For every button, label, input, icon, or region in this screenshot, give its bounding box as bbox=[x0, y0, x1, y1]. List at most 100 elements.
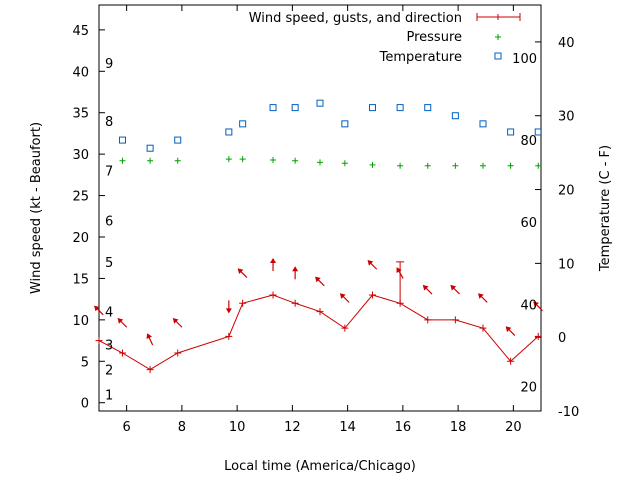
beaufort-label: 4 bbox=[105, 306, 113, 321]
wind-direction-arrow bbox=[505, 326, 516, 336]
wind-direction-arrow bbox=[396, 267, 404, 279]
pressure-point bbox=[535, 162, 542, 169]
legend-swatch-temperature bbox=[494, 52, 502, 60]
y-left-tick-label: 20 bbox=[72, 231, 89, 246]
fahrenheit-label: 80 bbox=[520, 134, 537, 149]
y-right-tick-label: 20 bbox=[558, 184, 575, 199]
wind-speed-point bbox=[368, 291, 376, 299]
y-left-tick-label: 0 bbox=[81, 397, 89, 412]
y-left-tick-label: 35 bbox=[72, 107, 89, 122]
fahrenheit-label: 40 bbox=[520, 299, 537, 314]
wind-speed-point bbox=[479, 324, 487, 332]
beaufort-label: 7 bbox=[105, 165, 113, 180]
temperature-point bbox=[239, 120, 247, 128]
x-tick-label: 8 bbox=[178, 420, 186, 435]
fahrenheit-label: 100 bbox=[512, 52, 537, 67]
y-right-tick-label: 40 bbox=[558, 36, 575, 51]
y-left-tick-label: 45 bbox=[72, 24, 89, 39]
wind-speed-point bbox=[534, 332, 542, 340]
y-left-tick-label: 10 bbox=[72, 314, 89, 329]
pressure-point bbox=[424, 162, 431, 169]
y-right-axis-label: Temperature (C - F) bbox=[598, 145, 613, 272]
x-tick-label: 6 bbox=[122, 420, 130, 435]
temperature-point bbox=[451, 112, 459, 120]
temperature-point bbox=[341, 120, 349, 128]
temperature-point bbox=[118, 136, 126, 144]
wind-speed-point bbox=[424, 316, 432, 324]
wind-direction-head bbox=[450, 284, 457, 291]
temperature-point bbox=[424, 104, 432, 112]
wind-direction-arrow bbox=[422, 284, 433, 295]
x-tick-label: 14 bbox=[339, 420, 356, 435]
temperature-point bbox=[174, 136, 182, 144]
wind-direction-arrow bbox=[315, 276, 325, 287]
wind-direction-arrow bbox=[292, 266, 299, 280]
wind-speed-point bbox=[341, 324, 349, 332]
temperature-point bbox=[269, 104, 277, 112]
wind-direction-arrow bbox=[339, 293, 350, 303]
beaufort-label: 6 bbox=[105, 214, 113, 229]
wind-direction-head bbox=[505, 326, 512, 332]
wind-direction-head bbox=[225, 308, 232, 314]
wind-direction-head bbox=[270, 258, 277, 263]
pressure-point bbox=[270, 156, 277, 163]
pressure-point bbox=[292, 157, 299, 164]
y-left-tick-label: 40 bbox=[72, 65, 89, 80]
y-right-tick-label: 10 bbox=[558, 257, 575, 272]
y-left-tick-label: 25 bbox=[72, 190, 89, 205]
wind-speed-point bbox=[146, 366, 154, 374]
wind-direction-arrow bbox=[367, 260, 378, 270]
legend-swatch-wind-point bbox=[495, 14, 501, 20]
beaufort-label: 8 bbox=[105, 115, 113, 130]
wind-direction-head bbox=[172, 318, 179, 324]
wind-speed-point bbox=[95, 337, 103, 345]
wind-speed-point bbox=[174, 349, 182, 357]
wind-speed-point bbox=[118, 349, 126, 357]
y-left-tick-label: 5 bbox=[81, 355, 89, 370]
plot-frame bbox=[98, 4, 542, 412]
y-left-tick-label: 30 bbox=[72, 148, 89, 163]
wind-direction-arrow bbox=[94, 305, 104, 316]
wind-direction-head bbox=[292, 266, 299, 272]
temperature-point bbox=[316, 99, 324, 107]
x-tick-label: 18 bbox=[450, 420, 467, 435]
x-axis-label: Local time (America/Chicago) bbox=[224, 459, 416, 474]
plot-area bbox=[98, 4, 542, 412]
pressure-point bbox=[119, 157, 126, 164]
wind-direction-head bbox=[146, 333, 152, 340]
y-left-axis-label: Wind speed (kt - Beaufort) bbox=[29, 122, 44, 294]
pressure-point bbox=[174, 157, 181, 164]
wind-direction-head bbox=[94, 305, 100, 312]
wind-direction-head bbox=[533, 301, 539, 308]
wind-speed-point bbox=[291, 299, 299, 307]
chart-labels: 6 8 10 12 14 16 18 20051015202530354045-1001020… bbox=[29, 24, 613, 474]
beaufort-label: 9 bbox=[105, 57, 113, 72]
x-tick-label: 12 bbox=[284, 420, 301, 435]
wind-speed-point bbox=[225, 332, 233, 340]
temperature-point bbox=[479, 120, 487, 128]
wind-direction-arrow bbox=[237, 268, 248, 278]
beaufort-label: 1 bbox=[105, 388, 113, 403]
wind-direction-arrow bbox=[450, 284, 461, 295]
x-tick-label: 10 bbox=[229, 420, 246, 435]
fahrenheit-label: 20 bbox=[520, 381, 537, 396]
wind-direction-head bbox=[396, 267, 402, 274]
wind-speed-line bbox=[98, 294, 539, 371]
wind-direction-arrow bbox=[225, 300, 232, 314]
wind-direction-head bbox=[478, 293, 484, 299]
pressure-point bbox=[341, 160, 348, 167]
temperature-point bbox=[396, 104, 404, 112]
wind-speed-point bbox=[451, 316, 459, 324]
legend-label-pressure: Pressure bbox=[406, 30, 462, 45]
chart-legend: Wind speed, gusts, and direction Pressure… bbox=[249, 11, 521, 65]
pressure-point bbox=[225, 156, 232, 163]
wind-speed-point bbox=[269, 291, 277, 299]
legend-swatch-pressure bbox=[495, 34, 501, 40]
pressure-point bbox=[317, 159, 323, 166]
y-left-tick-label: 15 bbox=[72, 272, 89, 287]
wind-direction-head bbox=[422, 284, 429, 291]
wind-direction-head bbox=[315, 276, 321, 283]
y-right-tick-label: 0 bbox=[558, 331, 566, 346]
wind-direction-arrow bbox=[533, 301, 543, 312]
